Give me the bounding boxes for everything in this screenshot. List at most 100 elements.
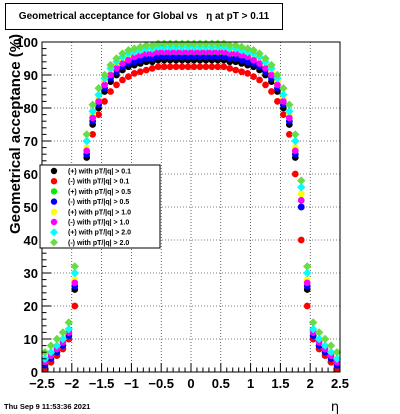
- data-point: [70, 268, 79, 278]
- data-point: [172, 53, 180, 61]
- data-point: [184, 48, 192, 56]
- data-point: [154, 39, 163, 48]
- data-point: [71, 279, 79, 287]
- data-point: [291, 130, 300, 139]
- data-point: [71, 302, 79, 310]
- data-point: [154, 48, 162, 56]
- y-tick-label: 90: [24, 68, 38, 83]
- data-point: [82, 130, 91, 139]
- data-point: [89, 131, 97, 138]
- data-point: [142, 55, 150, 62]
- data-point: [148, 65, 156, 72]
- data-point: [94, 90, 103, 99]
- data-point: [244, 58, 251, 66]
- data-point: [83, 147, 91, 155]
- data-point: [244, 53, 251, 61]
- data-point: [88, 100, 97, 109]
- data-point: [214, 63, 222, 71]
- y-tick-label: 0: [31, 365, 38, 380]
- legend-entry-label: (+) with pT/|q| > 2.0: [68, 230, 131, 237]
- data-point: [291, 147, 299, 155]
- y-tick-label: 70: [24, 134, 38, 149]
- data-point: [136, 68, 144, 76]
- data-point: [196, 63, 204, 71]
- data-point: [249, 46, 258, 55]
- data-point: [196, 53, 204, 61]
- data-point: [64, 324, 74, 334]
- data-point: [256, 60, 263, 67]
- x-tick-label: −2.5: [29, 376, 55, 391]
- data-point: [280, 98, 287, 105]
- data-point: [46, 341, 56, 350]
- data-point: [124, 46, 133, 55]
- x-tick-labels: −2.5 −2 −1.5 −1 −0.5 0 0.5 1 1.5 2 2.5: [29, 376, 349, 391]
- data-point: [297, 183, 306, 192]
- series-layer: [40, 39, 342, 373]
- x-tick-label: 2.5: [331, 376, 349, 391]
- legend-entry-label: (-) with pT/|q| > 0.5: [68, 199, 129, 206]
- data-point: [308, 324, 318, 334]
- data-point: [95, 111, 102, 118]
- data-point: [314, 328, 324, 337]
- x-tick-label: 1: [247, 376, 254, 391]
- data-point: [190, 48, 198, 56]
- data-point: [262, 65, 269, 72]
- data-point: [119, 76, 126, 84]
- data-point: [166, 63, 174, 71]
- data-point: [297, 203, 305, 211]
- data-point: [178, 63, 186, 71]
- data-point: [220, 53, 228, 61]
- data-point: [244, 69, 251, 77]
- data-point: [243, 44, 252, 53]
- data-point: [220, 63, 228, 71]
- data-point: [113, 65, 120, 72]
- data-point: [285, 100, 294, 109]
- data-point: [267, 60, 276, 70]
- data-point: [285, 131, 293, 138]
- legend-marker: [50, 238, 58, 247]
- data-point: [231, 41, 240, 50]
- data-point: [52, 334, 62, 344]
- data-point: [142, 66, 150, 74]
- data-point: [101, 98, 108, 105]
- legend-entry-label: (-) with pT/|q| > 0.1: [68, 179, 129, 186]
- data-point: [190, 63, 198, 71]
- data-point: [113, 81, 120, 89]
- data-point: [166, 53, 174, 61]
- data-point: [100, 70, 109, 80]
- data-point: [268, 71, 275, 79]
- data-point: [303, 279, 311, 287]
- x-tick-label: −0.5: [148, 376, 174, 391]
- data-point: [285, 107, 294, 116]
- data-point: [273, 70, 282, 80]
- data-point: [125, 56, 132, 64]
- x-tick-label: −1.5: [89, 376, 115, 391]
- data-point: [268, 88, 275, 95]
- data-point: [131, 53, 138, 61]
- data-point: [64, 318, 74, 327]
- x-tick-label: 1.5: [271, 376, 289, 391]
- data-point: [184, 53, 192, 61]
- legend-entry-label: (-) with pT/|q| > 1.0: [68, 220, 129, 227]
- data-point: [131, 69, 138, 77]
- data-point: [291, 136, 300, 146]
- data-point: [308, 318, 318, 327]
- x-tick-label: 0.5: [212, 376, 230, 391]
- data-point: [250, 73, 257, 81]
- data-point: [136, 51, 144, 59]
- x-tick-label: −2: [64, 376, 79, 391]
- y-axis-label: Geometrical acceptance (%): [7, 34, 24, 234]
- legend: (+) with pT/|q| > 0.1 (-) with pT/|q| > 0…: [39, 164, 161, 249]
- data-point: [177, 39, 187, 48]
- data-point: [238, 56, 246, 64]
- data-point: [89, 114, 97, 122]
- data-point: [232, 55, 240, 62]
- y-tick-label: 40: [24, 233, 38, 248]
- data-point: [202, 63, 210, 71]
- data-point: [279, 84, 288, 93]
- y-tick-label: 100: [16, 35, 38, 50]
- legend-marker: [50, 167, 58, 175]
- data-point: [297, 176, 306, 185]
- data-point: [208, 53, 216, 61]
